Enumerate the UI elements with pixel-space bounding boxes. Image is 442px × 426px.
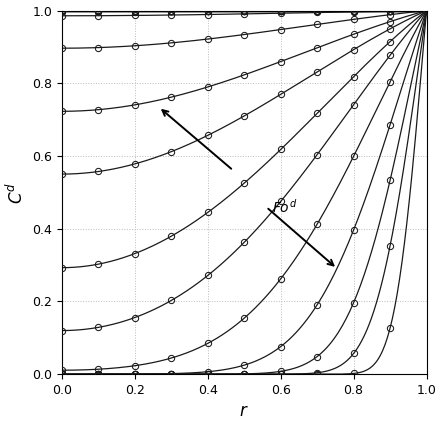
Text: $Fo^d$: $Fo^d$ <box>271 198 297 216</box>
X-axis label: $r$: $r$ <box>240 403 249 420</box>
Y-axis label: $C^d$: $C^d$ <box>6 181 27 204</box>
